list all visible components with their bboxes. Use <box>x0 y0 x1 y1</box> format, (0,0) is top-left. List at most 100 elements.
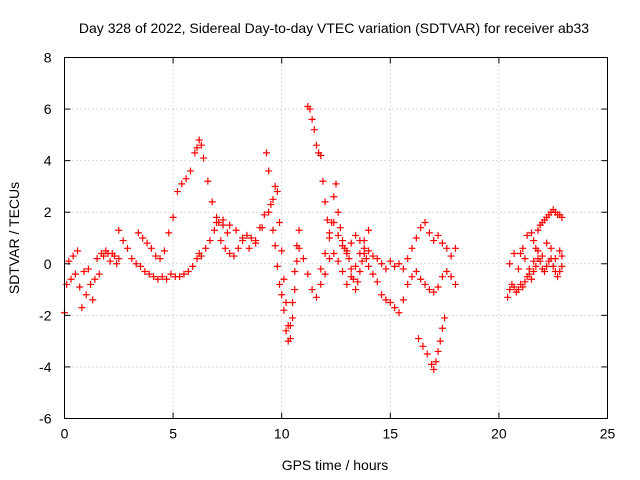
x-tick-label: 0 <box>61 426 69 442</box>
data-point <box>284 337 292 345</box>
data-point <box>345 255 353 263</box>
data-point <box>347 265 355 273</box>
data-point <box>325 234 333 242</box>
data-point <box>534 226 542 234</box>
grid-lines <box>64 57 608 419</box>
data-point <box>506 260 514 268</box>
chart-title: Day 328 of 2022, Sidereal Day-to-day VTE… <box>79 20 589 36</box>
data-point <box>173 188 181 196</box>
data-point <box>280 306 288 314</box>
data-point <box>289 298 297 306</box>
data-point <box>527 275 535 283</box>
data-point <box>321 270 329 278</box>
series-t6 <box>317 219 459 273</box>
data-point <box>317 280 325 288</box>
data-point <box>154 275 162 283</box>
data-point <box>534 247 542 255</box>
data-point <box>558 252 566 260</box>
data-point <box>260 211 268 219</box>
data-point <box>514 265 522 273</box>
data-point <box>558 213 566 221</box>
data-point <box>332 180 340 188</box>
data-point <box>336 224 344 232</box>
data-point <box>369 270 377 278</box>
data-point <box>100 252 108 260</box>
data-point <box>330 249 338 257</box>
data-point <box>204 177 212 185</box>
data-point <box>352 286 360 294</box>
data-point <box>451 244 459 252</box>
data-point <box>523 231 531 239</box>
data-point <box>430 288 438 296</box>
data-point <box>291 286 299 294</box>
data-point <box>558 262 566 270</box>
data-point <box>382 296 390 304</box>
data-point <box>308 115 316 123</box>
data-point <box>186 167 194 175</box>
data-point <box>347 239 355 247</box>
data-point <box>510 283 518 291</box>
data-point <box>365 247 373 255</box>
data-point <box>321 198 329 206</box>
series-t3 <box>213 182 301 343</box>
data-point <box>202 244 210 252</box>
data-point <box>113 260 121 268</box>
data-point <box>276 219 284 227</box>
data-point <box>541 268 549 276</box>
data-point <box>510 249 518 257</box>
data-point <box>91 275 99 283</box>
data-point <box>321 249 329 257</box>
data-point <box>152 252 160 260</box>
data-point <box>417 224 425 232</box>
y-tick-label: 6 <box>44 101 52 117</box>
data-point <box>165 229 173 237</box>
data-point <box>291 268 299 276</box>
data-point <box>423 350 431 358</box>
data-point <box>438 239 446 247</box>
data-point <box>356 268 364 276</box>
data-point <box>343 247 351 255</box>
data-point <box>378 291 386 299</box>
data-point <box>189 262 197 270</box>
data-point <box>443 268 451 276</box>
data-point <box>87 280 95 288</box>
data-point <box>156 255 164 263</box>
data-point <box>404 280 412 288</box>
data-point <box>356 249 364 257</box>
data-point <box>365 226 373 234</box>
data-point <box>139 234 147 242</box>
data-point <box>519 244 527 252</box>
data-point <box>265 208 273 216</box>
data-point <box>352 262 360 270</box>
data-point <box>226 221 234 229</box>
data-point <box>330 193 338 201</box>
data-point <box>269 195 277 203</box>
data-point <box>123 244 131 252</box>
data-point <box>421 219 429 227</box>
data-point <box>354 278 362 286</box>
data-point <box>412 234 420 242</box>
data-point <box>412 268 420 276</box>
data-point <box>243 231 251 239</box>
y-tick-label: -2 <box>39 307 52 323</box>
data-point <box>319 177 327 185</box>
y-tick-label: -6 <box>39 411 52 427</box>
data-point <box>82 291 90 299</box>
data-point <box>395 260 403 268</box>
x-tick-label: 25 <box>600 426 616 442</box>
data-point <box>519 283 527 291</box>
series-t1 <box>115 219 231 283</box>
data-point <box>373 255 381 263</box>
data-point <box>67 275 75 283</box>
data-point <box>434 347 442 355</box>
x-tick-label: 15 <box>383 426 399 442</box>
data-point <box>278 291 286 299</box>
data-point <box>391 262 399 270</box>
data-point <box>191 149 199 157</box>
data-point <box>556 247 564 255</box>
data-point <box>84 265 92 273</box>
data-point <box>417 275 425 283</box>
data-point <box>443 244 451 252</box>
data-point <box>217 237 225 245</box>
data-point <box>262 149 270 157</box>
